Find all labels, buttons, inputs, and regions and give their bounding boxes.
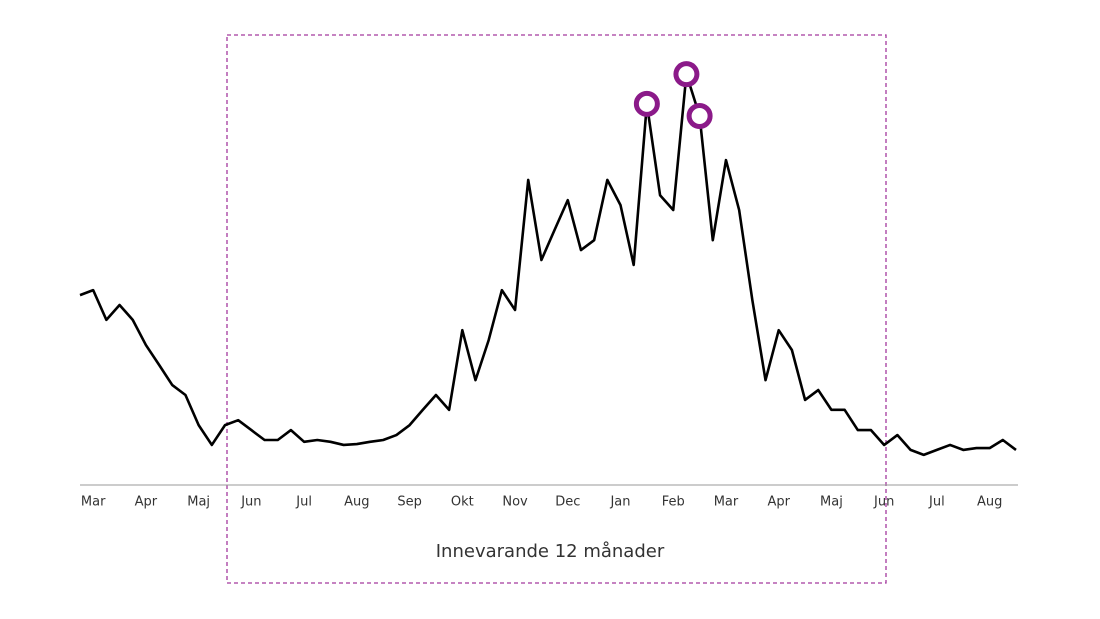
x-tick-label: Aug <box>344 495 369 510</box>
x-tick-label: Maj <box>820 495 843 510</box>
x-tick-label: Nov <box>502 495 528 510</box>
x-tick-label: Apr <box>767 495 790 510</box>
x-tick-label: Mar <box>81 495 106 510</box>
x-tick-label: Apr <box>135 495 158 510</box>
x-tick-label: Jun <box>240 495 261 510</box>
peak-marker <box>686 103 713 129</box>
x-tick-label: Maj <box>187 495 210 510</box>
x-tick-label: Feb <box>662 495 685 510</box>
x-tick-label: Jul <box>295 495 312 510</box>
x-tick-label: Jul <box>928 495 945 510</box>
x-tick-label: Okt <box>451 495 474 510</box>
x-tick-label: Sep <box>397 495 422 510</box>
x-tick-label: Aug <box>977 495 1002 510</box>
x-tick-label: Mar <box>714 495 739 510</box>
current-period-box <box>226 34 887 584</box>
x-tick-label: Jun <box>873 495 894 510</box>
x-tick-label: Jan <box>609 495 630 510</box>
peak-marker <box>633 90 660 117</box>
peak-marker <box>673 61 700 88</box>
x-tick-label: Dec <box>555 495 580 510</box>
annotation: Innevarande 12 månader <box>436 541 665 562</box>
line <box>79 72 1017 457</box>
